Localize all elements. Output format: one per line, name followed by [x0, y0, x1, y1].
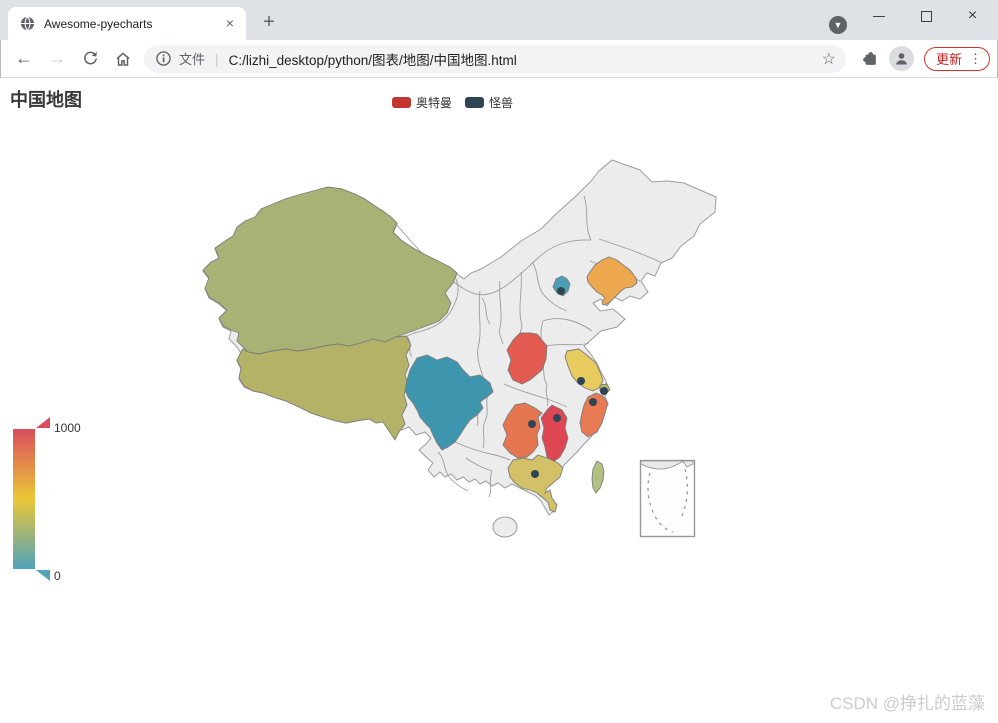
avatar — [889, 46, 915, 71]
choropleth-layer — [202, 186, 638, 513]
scatter-point[interactable] — [531, 470, 539, 478]
new-tab-button[interactable]: + — [263, 11, 275, 33]
close-icon: × — [967, 7, 978, 24]
address-bar[interactable]: 文件 | C:/lizhi_desktop/python/图表/地图/中国地图.… — [144, 44, 846, 73]
tab-close-icon[interactable]: × — [225, 14, 235, 31]
scatter-point[interactable] — [600, 387, 608, 395]
inset-frame — [639, 459, 696, 538]
minimize-icon — [872, 15, 885, 17]
legend-swatch-red — [392, 97, 411, 108]
tab-strip: Awesome-pyecharts × + ▼ × — [0, 0, 998, 40]
province-taiwan[interactable] — [591, 460, 605, 494]
province-borders — [395, 195, 663, 498]
province-henan[interactable] — [506, 332, 548, 385]
maximize-icon — [921, 10, 932, 22]
tab-search-caret-icon[interactable]: ▼ — [829, 16, 847, 34]
province-liaoning[interactable] — [586, 256, 638, 306]
scatter-point[interactable] — [557, 287, 565, 295]
visualmap-min-label: 0 — [54, 569, 61, 583]
province-hunan[interactable] — [502, 402, 543, 459]
province-jiangxi[interactable] — [540, 404, 569, 463]
favicon-globe-icon — [20, 16, 35, 31]
province-guangdong[interactable] — [507, 454, 564, 513]
china-map-chart: 1000 0 — [13, 159, 717, 583]
tab-title: Awesome-pyecharts — [44, 16, 153, 31]
update-label: 更新 — [935, 52, 962, 67]
browser-tab[interactable]: Awesome-pyecharts × — [8, 7, 246, 40]
profile-button[interactable] — [888, 45, 916, 73]
legend-item-guaishou[interactable]: 怪兽 — [465, 94, 513, 111]
legend-label: 奥特曼 — [416, 96, 453, 110]
scatter-point[interactable] — [528, 420, 536, 428]
reload-button[interactable] — [76, 45, 104, 73]
legend-item-aoteman[interactable]: 奥特曼 — [392, 94, 452, 111]
chart-legend: 奥特曼 怪兽 — [392, 94, 513, 111]
page-title: 中国地图 — [10, 90, 82, 110]
visualmap-max-label: 1000 — [54, 421, 81, 435]
nine-dash-line-east — [681, 468, 689, 517]
window-close-button[interactable]: × — [950, 0, 995, 32]
back-button[interactable]: ← — [15, 48, 33, 68]
window-minimize-button[interactable] — [856, 0, 901, 32]
scatter-layer — [528, 287, 608, 478]
province-sichuan[interactable] — [404, 354, 494, 451]
omnibox-separator: | — [215, 50, 219, 67]
page-content: 中国地图 奥特曼 怪兽 — [0, 78, 998, 723]
visualmap: 1000 0 — [13, 417, 81, 583]
visualmap-gradient-bar[interactable] — [13, 429, 35, 569]
province-hainan[interactable] — [492, 516, 518, 538]
south-china-sea-inset — [639, 459, 696, 538]
reload-icon — [83, 51, 97, 65]
kebab-menu-icon: ⋮ — [969, 50, 982, 66]
page-info-icon[interactable] — [156, 51, 171, 66]
province-zhejiang[interactable] — [579, 392, 609, 438]
visualmap-handle-min[interactable] — [36, 570, 50, 581]
province-xizang[interactable] — [236, 335, 412, 441]
file-scheme-label: 文件 — [179, 52, 206, 67]
legend-swatch-dark — [465, 97, 485, 108]
visualmap-handle-max[interactable] — [36, 417, 50, 428]
inset-coastline — [640, 460, 694, 470]
url-text[interactable]: C:/lizhi_desktop/python/图表/地图/中国地图.html — [228, 52, 517, 68]
scatter-point[interactable] — [577, 377, 585, 385]
browser-toolbar: ← → 文件 | C:/lizhi_desktop/python/图表/地图/中… — [0, 40, 998, 78]
extensions-button[interactable] — [856, 45, 884, 73]
scatter-point[interactable] — [589, 398, 597, 406]
window-maximize-button[interactable] — [904, 0, 949, 32]
puzzle-icon — [863, 52, 877, 65]
home-button[interactable] — [109, 45, 137, 73]
bookmark-star-icon[interactable]: ☆ — [821, 50, 836, 68]
province-xinjiang[interactable] — [202, 186, 458, 355]
scatter-point[interactable] — [553, 414, 561, 422]
home-icon — [116, 51, 130, 66]
nine-dash-line-west — [647, 472, 674, 533]
legend-label: 怪兽 — [489, 96, 514, 110]
province-jiangsu[interactable] — [564, 348, 604, 392]
csdn-watermark: CSDN @挣扎的蓝藻 — [829, 694, 985, 713]
forward-button[interactable]: → — [48, 48, 66, 68]
chrome-update-menu-button[interactable]: 更新 ⋮ — [923, 46, 990, 71]
